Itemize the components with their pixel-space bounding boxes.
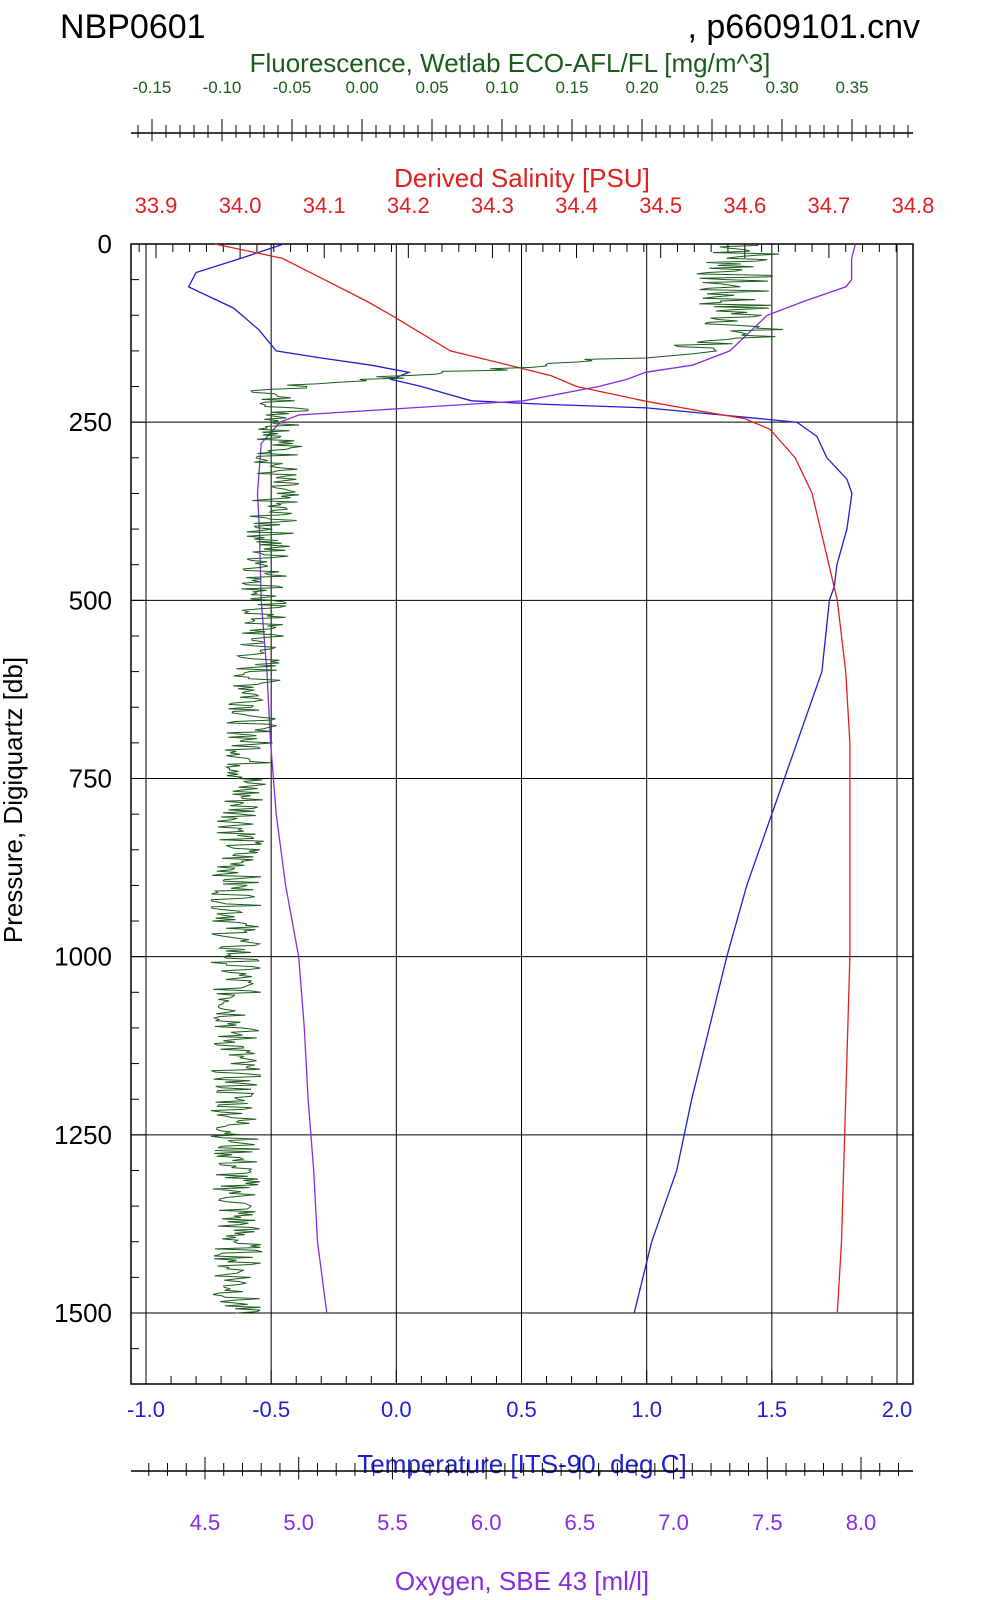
series-group [187,243,857,1314]
salinity-profile-line [214,243,851,1314]
oxygen-tick-label: 7.5 [752,1510,783,1535]
pressure-tick-label: 1000 [54,942,112,972]
salinity-tick-label: 34.5 [639,193,682,218]
fluorescence-tick-label: 0.10 [485,78,518,97]
fluorescence-tick-label: 0.15 [555,78,588,97]
temperature-tick-label: 0.5 [506,1397,537,1422]
pressure-tick-label: 1250 [54,1120,112,1150]
salinity-axis-title: Derived Salinity [PSU] [394,163,650,193]
pressure-axis-title: Pressure, Digiquartz [db] [0,657,28,943]
temperature-tick-label: 1.5 [757,1397,788,1422]
fluorescence-tick-label: 0.35 [835,78,868,97]
oxygen-tick-label: 6.5 [565,1510,596,1535]
file-title: , p6609101.cnv [687,8,920,46]
fluorescence-tick-label: -0.15 [133,78,172,97]
oxygen-profile-line [256,243,857,1314]
salinity-tick-label: 34.0 [219,193,262,218]
temperature-tick-label: -0.5 [252,1397,290,1422]
temperature-axis-title: Temperature [ITS-90, deg C] [357,1449,686,1479]
pressure-tick-label: 0 [98,229,112,259]
fluorescence-tick-label: -0.05 [273,78,312,97]
fluorescence-tick-label: 0.05 [415,78,448,97]
salinity-tick-label: 34.2 [387,193,430,218]
temperature-tick-label: 1.0 [631,1397,662,1422]
oxygen-tick-label: 7.0 [658,1510,689,1535]
fluorescence-tick-label: 0.00 [345,78,378,97]
oxygen-tick-label: 5.5 [377,1510,408,1535]
salinity-tick-label: 33.9 [135,193,178,218]
oxygen-tick-label: 5.0 [283,1510,314,1535]
cruise-title: NBP0601 [60,8,206,46]
fluorescence-tick-label: 0.25 [695,78,728,97]
fluorescence-profile-line [210,243,783,1314]
oxygen-tick-label: 4.5 [190,1510,221,1535]
pressure-tick-label: 500 [69,585,112,615]
oxygen-axis-title: Oxygen, SBE 43 [ml/l] [395,1566,649,1596]
pressure-tick-label: 1500 [54,1298,112,1328]
salinity-tick-label: 34.6 [723,193,766,218]
salinity-tick-label: 34.1 [303,193,346,218]
fluorescence-tick-label: -0.10 [203,78,242,97]
salinity-tick-label: 34.3 [471,193,514,218]
salinity-tick-label: 34.8 [892,193,935,218]
salinity-tick-label: 34.7 [807,193,850,218]
salinity-tick-label: 34.4 [555,193,598,218]
oxygen-tick-label: 8.0 [846,1510,877,1535]
grid-lines [131,243,913,1384]
temperature-tick-label: 0.0 [381,1397,412,1422]
temperature-tick-label: -1.0 [127,1397,165,1422]
fluorescence-tick-label: 0.30 [765,78,798,97]
oxygen-tick-label: 6.0 [471,1510,502,1535]
pressure-tick-label: 250 [69,407,112,437]
temperature-profile-line [187,243,853,1314]
temperature-tick-label: 2.0 [882,1397,913,1422]
pressure-tick-label: 750 [69,764,112,794]
fluorescence-axis-title: Fluorescence, Wetlab ECO-AFL/FL [mg/m^3] [250,48,771,78]
fluorescence-tick-label: 0.20 [625,78,658,97]
axes-group: 0 250 500 750 1000 1250 1500 33.9 34.0 34.1 34.2 34… [54,78,934,1535]
